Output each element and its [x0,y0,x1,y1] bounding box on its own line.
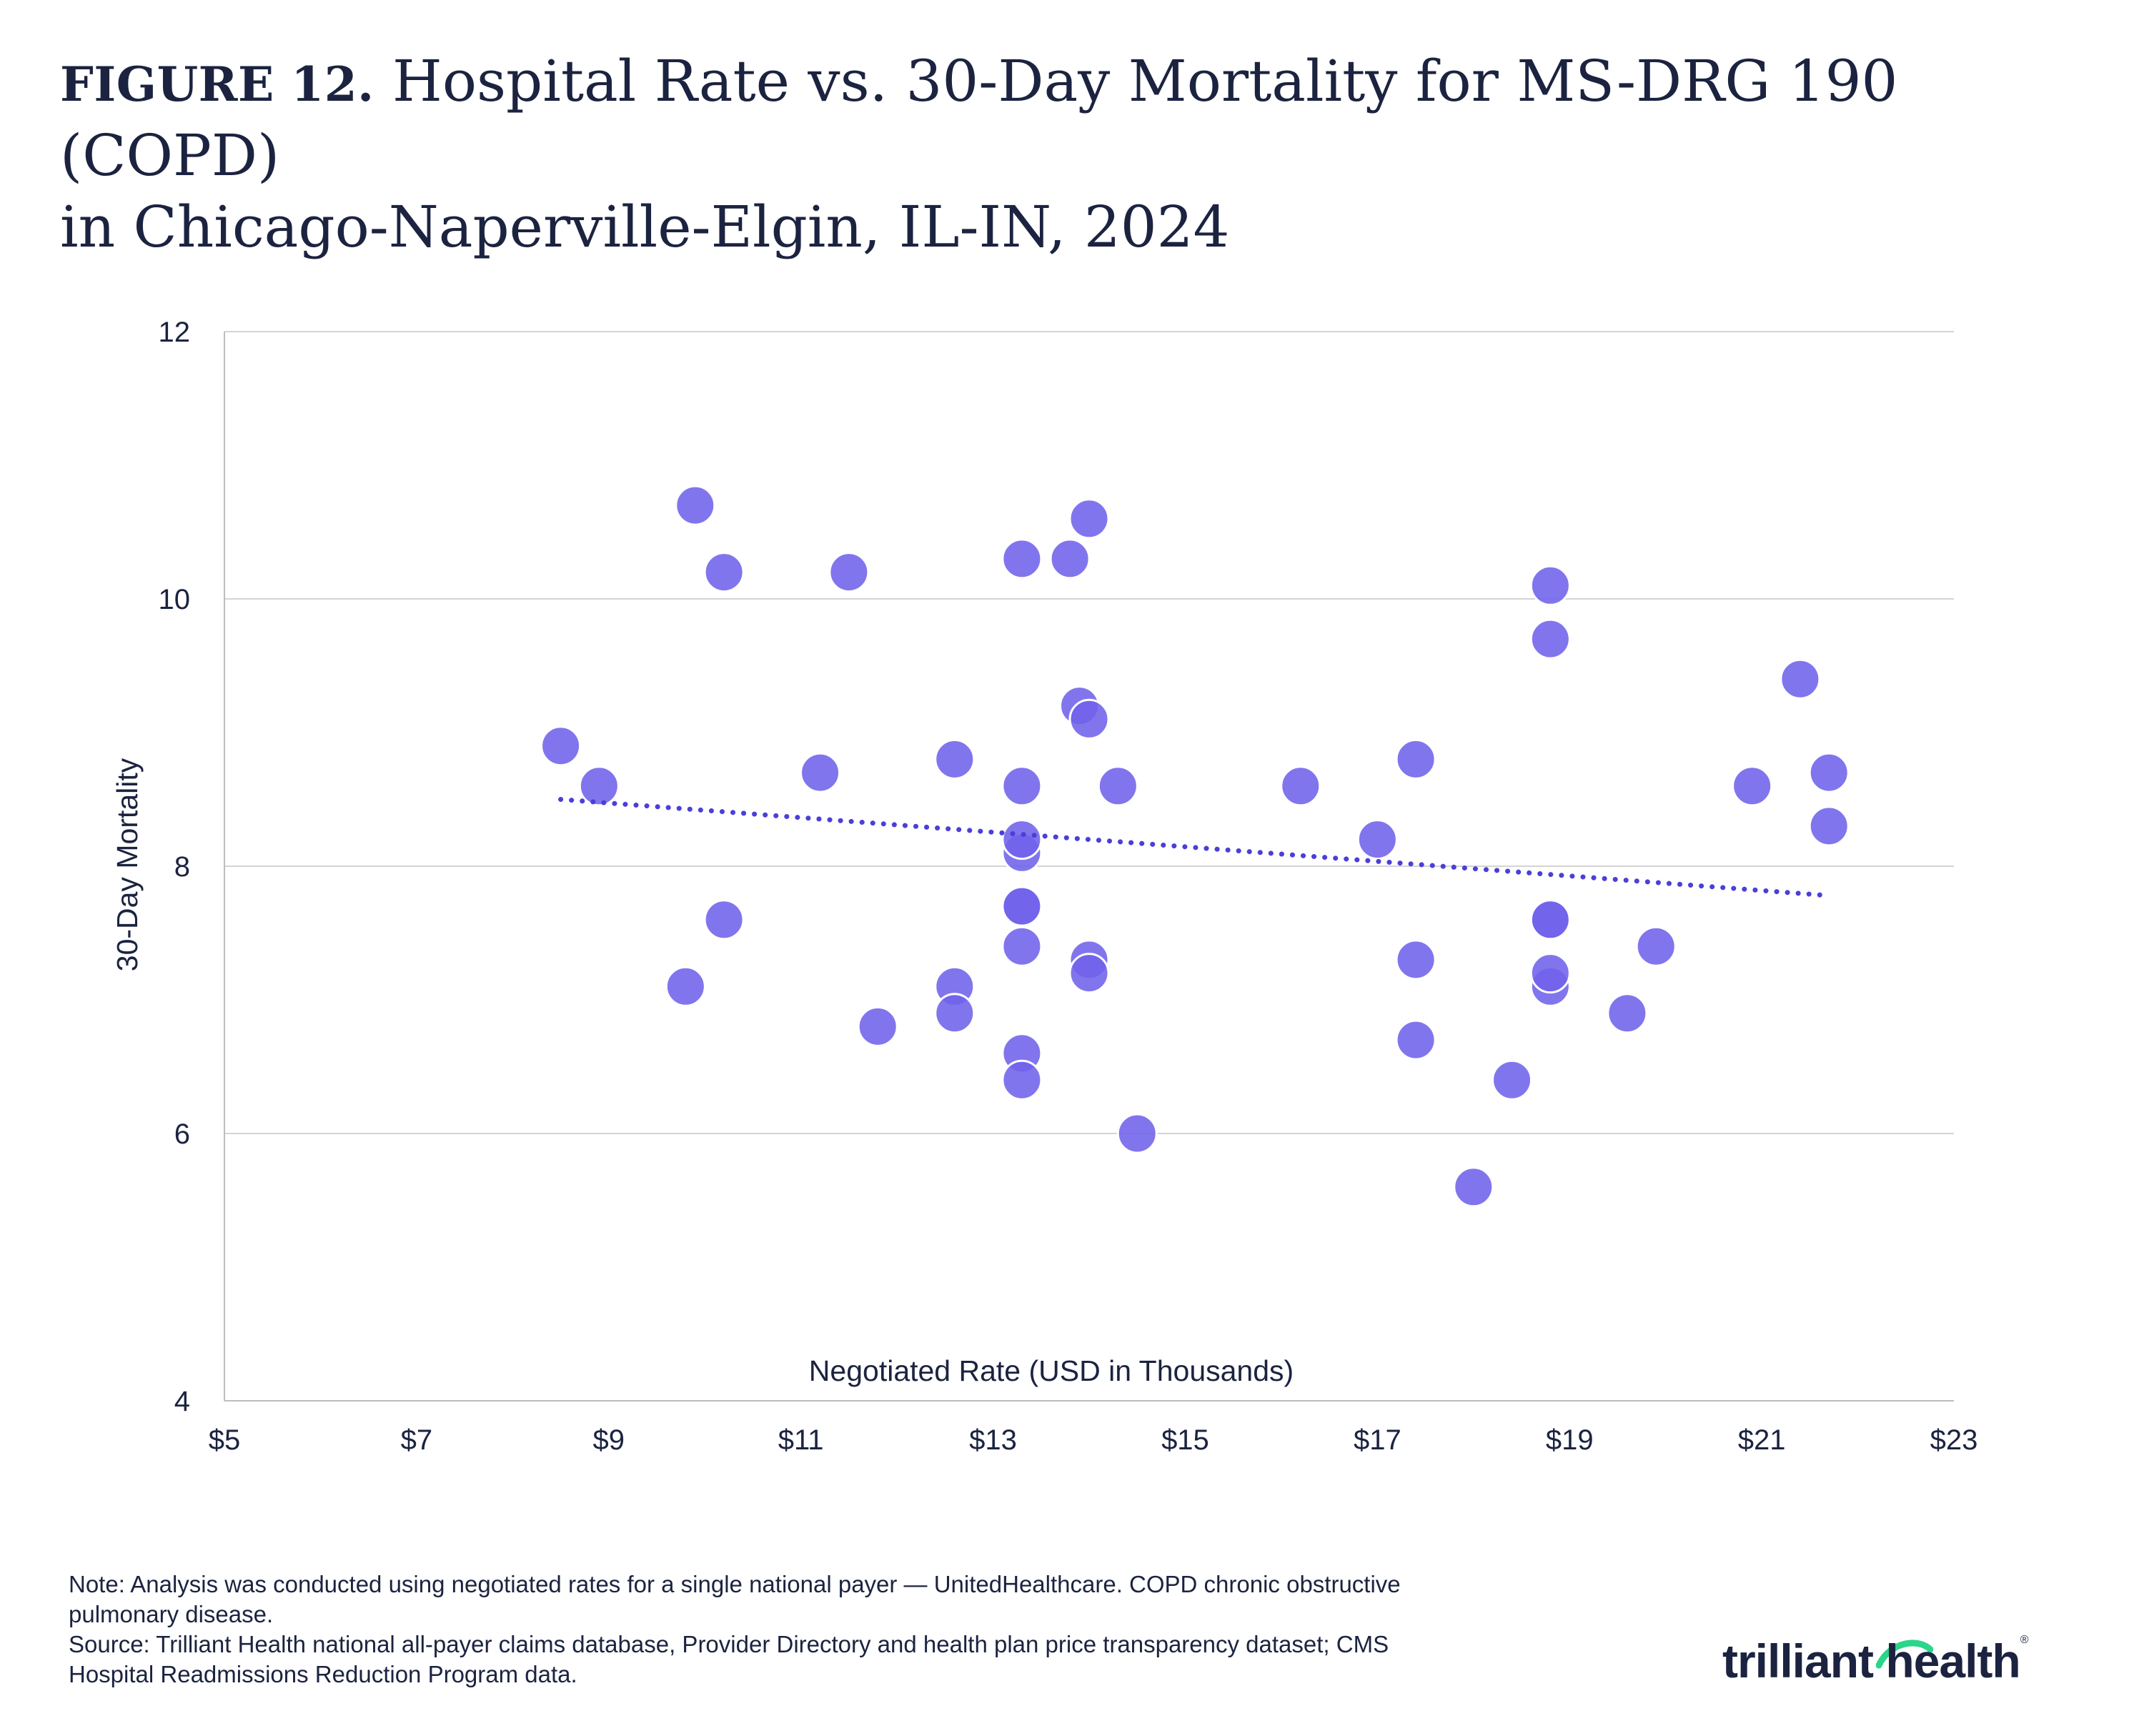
x-tick-label: $5 [209,1424,241,1456]
chart-title: FIGURE 12. Hospital Rate vs. 30-Day Mort… [60,46,2090,263]
data-point [1068,953,1110,994]
chart-note: Note: Analysis was conducted using negot… [69,1569,1712,1690]
y-tick-label: 8 [174,851,190,883]
trendline [558,797,1832,898]
brand-logo: trilliant health® [1722,1634,2028,1687]
x-tick-label: $19 [1546,1424,1594,1456]
data-point [578,765,620,807]
x-tick-label: $7 [401,1424,433,1456]
data-point [1001,538,1043,580]
data-point [1001,886,1043,927]
data-point [1395,738,1436,780]
data-point [675,485,716,526]
title-line-1: Hospital Rate vs. 30-Day Mortality for M… [60,48,1898,189]
note-line-2: pulmonary disease. [69,1601,274,1627]
data-point [1001,926,1043,967]
data-point [1395,1019,1436,1061]
source-line-2: Hospital Readmissions Reduction Program … [69,1661,577,1687]
data-point [1001,819,1043,860]
data-point [703,552,745,593]
x-tick-label: $13 [969,1424,1017,1456]
source-line-1: Source: Trilliant Health national all-pa… [69,1631,1389,1657]
data-point [1395,939,1436,981]
x-tick-label: $17 [1354,1424,1401,1456]
data-point [1068,698,1110,740]
data-points [540,485,1850,1208]
data-point [934,738,976,780]
data-point [1529,953,1571,994]
data-point [1001,1059,1043,1101]
data-point [1492,1059,1533,1101]
y-tick-labels: 4 6 8 10 12 [159,317,191,1417]
logo-text: trilliant health [1722,1635,2021,1687]
data-point [1356,819,1398,860]
x-tick-label: $9 [593,1424,625,1456]
y-tick-label: 4 [174,1386,190,1417]
data-point [1529,565,1571,606]
data-point [800,752,841,793]
data-point [1116,1113,1158,1154]
data-point [828,552,870,593]
data-point [1635,926,1677,967]
grid-lines [224,331,1954,1134]
data-point [1732,765,1773,807]
data-point [1001,765,1043,807]
title-line-2: in Chicago-Naperville-Elgin, IL-IN, 2024 [60,194,1230,260]
data-point [1780,658,1821,700]
x-tick-label: $21 [1738,1424,1786,1456]
data-point [1808,752,1850,793]
data-point [1097,765,1138,807]
y-tick-label: 6 [174,1119,190,1150]
x-axis-label: Negotiated Rate (USD in Thousands) [809,1354,1294,1387]
logo-swoosh-icon [1876,1640,1933,1669]
y-tick-label: 12 [159,317,191,348]
data-point [1068,498,1110,540]
x-tick-label: $23 [1930,1424,1978,1456]
data-point [540,725,582,767]
data-point [1280,765,1321,807]
data-point [703,899,745,941]
data-point [857,1006,898,1047]
data-point [1453,1166,1494,1208]
data-point [1808,805,1850,847]
data-point [1529,618,1571,660]
data-point [1529,899,1571,941]
figure-label: FIGURE 12. [60,56,374,112]
y-tick-label: 10 [159,584,191,615]
data-point [665,966,706,1007]
data-point [1607,993,1648,1034]
y-axis-label: 30-Day Mortality [111,758,144,971]
x-tick-label: $15 [1161,1424,1209,1456]
scatter-chart: 4 6 8 10 12 $5 $7 $9 $11 $13 $15 $17 $19 $21 $23 Nego… [111,317,1978,1456]
x-tick-labels: $5 $7 $9 $11 $13 $15 $17 $19 $21 $23 [209,1424,1978,1456]
note-line-1: Note: Analysis was conducted using negot… [69,1571,1401,1597]
data-point [934,993,976,1034]
data-point [1049,538,1091,580]
x-tick-label: $11 [778,1424,824,1456]
